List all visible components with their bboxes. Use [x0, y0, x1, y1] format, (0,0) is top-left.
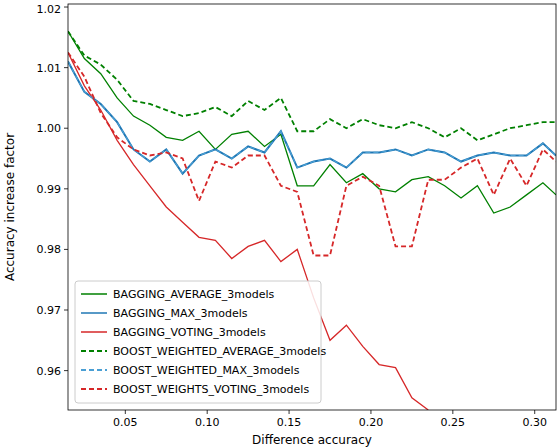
x-tick: [207, 410, 208, 414]
series-line: [68, 62, 556, 174]
x-tick-label: 0.25: [441, 416, 466, 429]
legend-label: BAGGING_VOTING_3models: [113, 326, 266, 339]
series-line: [68, 62, 556, 174]
legend-swatch: [81, 331, 107, 333]
y-tick: [64, 188, 68, 189]
chart: 0.05 0.10 0.15 0.20 0.25 0.30 0.96 0.97 0.98 0.99…: [0, 0, 558, 448]
x-tick: [534, 410, 535, 414]
legend-swatch: [81, 388, 107, 390]
x-tick-label: 0.20: [359, 416, 384, 429]
y-tick: [64, 7, 68, 8]
lines: [68, 31, 556, 410]
series-line: [68, 52, 556, 255]
legend-swatch: [81, 350, 107, 352]
y-tick-label: 1.02: [37, 3, 62, 16]
legend-swatch: [81, 293, 107, 295]
y-tick-label: 0.99: [37, 183, 62, 196]
x-tick: [289, 410, 290, 414]
y-axis-label: Accuracy increase factor: [3, 133, 17, 281]
y-tick: [64, 249, 68, 250]
y-tick-label: 0.97: [37, 304, 62, 317]
legend-label: BAGGING_AVERAGE_3models: [113, 288, 274, 301]
legend: BAGGING_AVERAGE_3models BAGGING_MAX_3mode…: [75, 281, 326, 403]
legend-label: BOOST_WEIGHTED_MAX_3models: [113, 364, 300, 377]
legend-label: BAGGING_MAX_3models: [113, 307, 248, 320]
legend-label: BOOST_WEIGHTS_VOTING_3models: [113, 383, 309, 396]
x-tick-label: 0.15: [277, 416, 302, 429]
legend-swatch: [81, 312, 107, 314]
x-tick: [452, 410, 453, 414]
x-tick-label: 0.10: [195, 416, 220, 429]
series-line: [68, 31, 556, 213]
legend-box: [75, 281, 321, 403]
series-line: [68, 52, 428, 410]
y-tick: [64, 310, 68, 311]
x-tick-label: 0.30: [522, 416, 547, 429]
y-tick-label: 0.96: [37, 365, 62, 378]
series-line: [68, 31, 556, 140]
y-tick-label: 0.98: [37, 243, 62, 256]
y-tick: [64, 128, 68, 129]
y-tick: [64, 370, 68, 371]
y-tick-label: 1.01: [37, 62, 62, 75]
legend-swatch: [81, 369, 107, 371]
legend-label: BOOST_WEIGHTED_AVERAGE_3models: [113, 345, 326, 358]
plot-frame: [68, 4, 556, 410]
y-tick-label: 1.00: [37, 122, 62, 135]
x-tick-label: 0.05: [113, 416, 138, 429]
x-axis-label: Difference accuracy: [252, 433, 372, 447]
y-tick: [64, 67, 68, 68]
x-tick: [125, 410, 126, 414]
x-tick: [370, 410, 371, 414]
